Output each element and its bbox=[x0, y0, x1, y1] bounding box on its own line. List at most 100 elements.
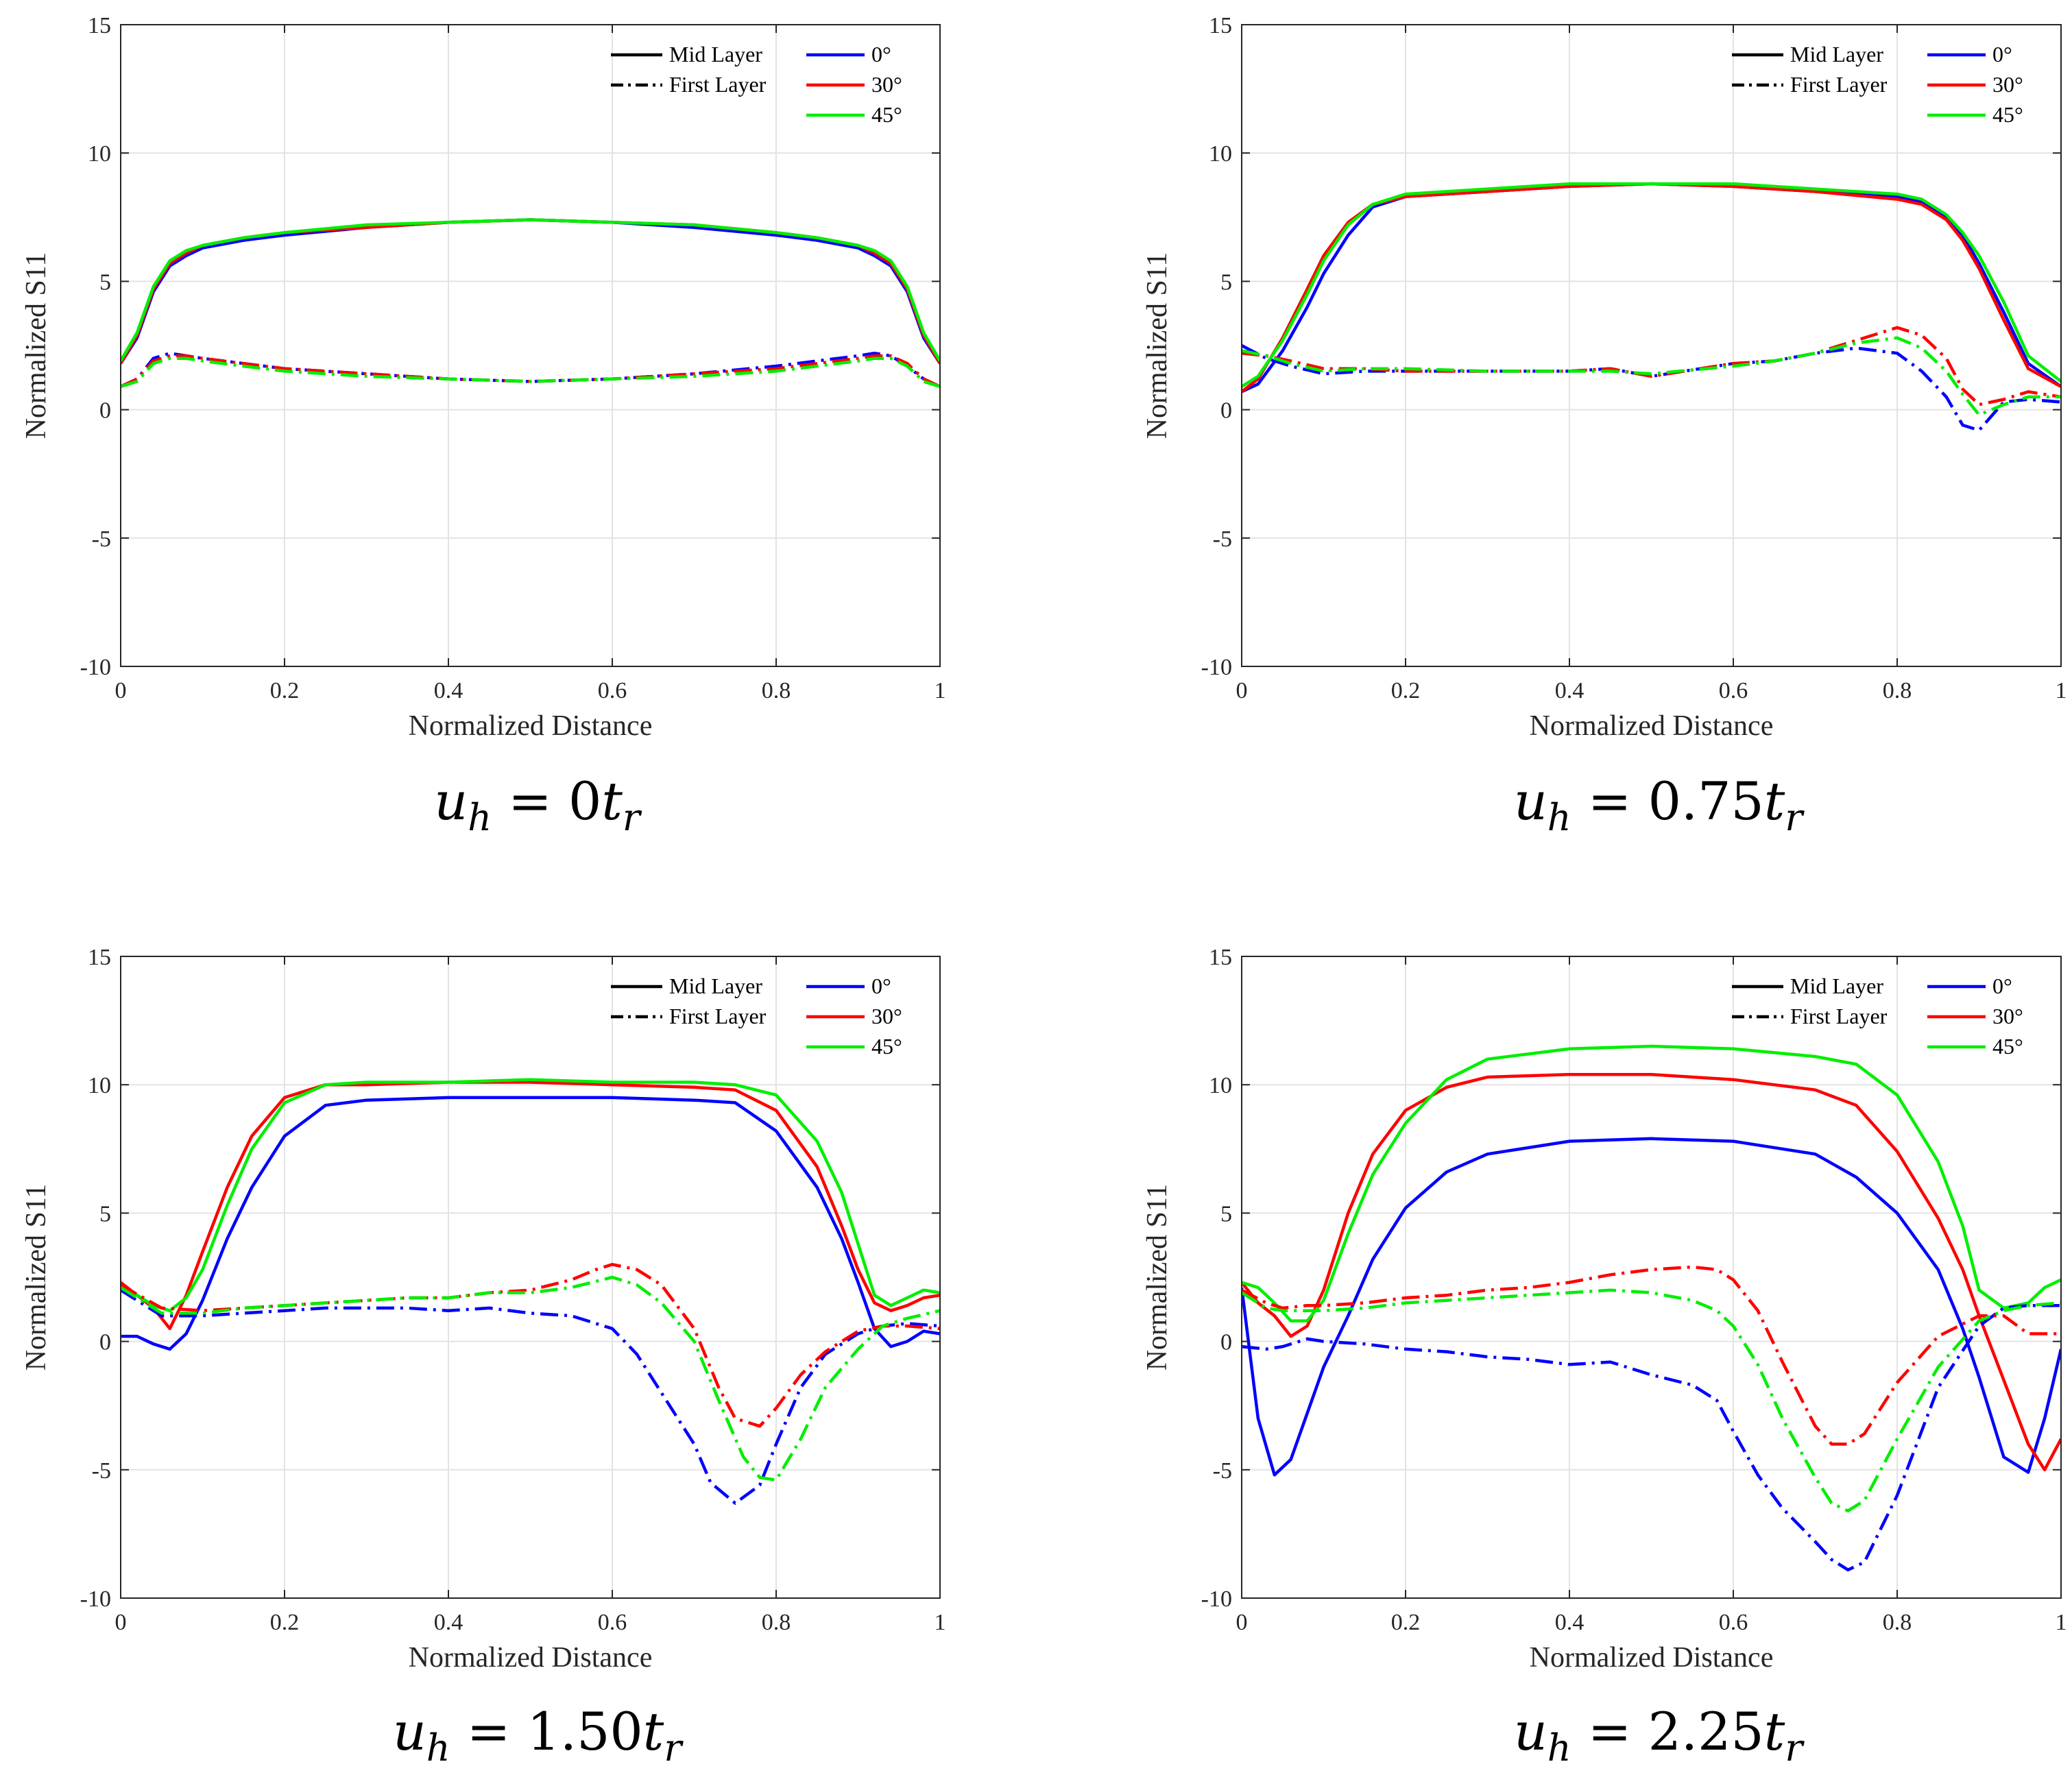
y-tick-label: 0 bbox=[1220, 1330, 1232, 1355]
caption-part: t bbox=[1764, 1701, 1785, 1762]
legend-label: 45° bbox=[1992, 1034, 2023, 1059]
x-tick-label: 0.2 bbox=[1391, 678, 1421, 703]
x-tick-label: 0.4 bbox=[434, 678, 463, 703]
y-tick-label: 15 bbox=[1209, 945, 1232, 970]
series-line-solid-green bbox=[1242, 182, 2061, 388]
caption-part: 0.75 bbox=[1648, 771, 1764, 832]
series-line-dashdot-red bbox=[121, 1263, 940, 1428]
y-tick-label: 10 bbox=[1209, 141, 1232, 167]
y-tick-label: -10 bbox=[80, 655, 111, 680]
caption-part: 2.25 bbox=[1648, 1701, 1764, 1762]
series-line-solid-red bbox=[1242, 1072, 2061, 1472]
y-tick-label: -5 bbox=[92, 527, 111, 552]
chart-panel-4: 0 0.2 0.4 0.6 0.8 1 -10 -5 0 5 10 15 Normalized Dist… bbox=[1142, 945, 2067, 1770]
legend-label: 45° bbox=[1992, 102, 2023, 127]
series-line-solid-green bbox=[121, 218, 940, 362]
y-tick-label: 10 bbox=[88, 141, 111, 167]
legend-label: First Layer bbox=[1790, 1004, 1888, 1028]
series-line-dashdot-green bbox=[121, 1275, 940, 1482]
legend-label: 30° bbox=[871, 1004, 902, 1028]
legend-label: Mid Layer bbox=[669, 974, 762, 998]
x-axis-label: Normalized Distance bbox=[409, 710, 653, 742]
y-tick-label: 15 bbox=[88, 13, 111, 38]
series-line-dashdot-green bbox=[1242, 1288, 2061, 1512]
series-line-dashdot-red bbox=[1242, 1265, 2061, 1446]
panel-caption: uh = 1.50tr bbox=[393, 1701, 684, 1770]
x-tick-label: 0 bbox=[1236, 678, 1248, 703]
legend-label: 30° bbox=[871, 72, 902, 97]
y-tick-label: 15 bbox=[1209, 13, 1232, 38]
x-tick-label: 0.8 bbox=[1883, 1610, 1912, 1635]
legend-label: First Layer bbox=[1790, 72, 1888, 97]
legend-label: Mid Layer bbox=[669, 42, 762, 67]
legend-label: 0° bbox=[1992, 974, 2012, 998]
caption-part: h bbox=[1547, 1726, 1571, 1770]
legend-label: 30° bbox=[1992, 72, 2023, 97]
caption-part: u bbox=[434, 771, 468, 832]
series-line-dashdot-blue bbox=[121, 1288, 940, 1505]
x-tick-label: 0.6 bbox=[598, 1610, 627, 1635]
y-axis-label: Normalized S11 bbox=[1142, 252, 1173, 439]
series-line-dashdot-blue bbox=[1242, 1303, 2061, 1572]
caption-part: = bbox=[450, 1701, 527, 1762]
series-group bbox=[1242, 1044, 2061, 1572]
x-tick-label: 1 bbox=[2056, 1610, 2067, 1635]
y-tick-label: 0 bbox=[99, 398, 111, 424]
panel-caption: uh = 0.75tr bbox=[1514, 771, 1805, 839]
caption-part: = bbox=[492, 771, 568, 832]
caption-part: t bbox=[643, 1701, 664, 1762]
legend-label: First Layer bbox=[669, 1004, 767, 1028]
caption-part: u bbox=[1514, 1701, 1547, 1762]
legend-label: 0° bbox=[871, 974, 891, 998]
x-tick-label: 0.6 bbox=[1719, 1610, 1748, 1635]
caption-part: = bbox=[1571, 1701, 1648, 1762]
y-tick-label: 5 bbox=[1220, 269, 1232, 295]
x-tick-label: 1 bbox=[935, 1610, 946, 1635]
x-tick-label: 0.2 bbox=[1391, 1610, 1421, 1635]
legend-label: Mid Layer bbox=[1790, 42, 1883, 67]
x-tick-label: 0.6 bbox=[1719, 678, 1748, 703]
caption-part: r bbox=[1785, 796, 1805, 839]
legend-label: 30° bbox=[1992, 1004, 2023, 1028]
x-tick-label: 0 bbox=[1236, 1610, 1248, 1635]
x-tick-label: 1 bbox=[935, 678, 946, 703]
panel-caption: uh = 0tr bbox=[434, 771, 642, 839]
y-axis-label: Normalized S11 bbox=[21, 252, 52, 439]
caption-part: r bbox=[1785, 1726, 1805, 1770]
axes-box bbox=[120, 956, 941, 1599]
caption-part: t bbox=[1764, 771, 1785, 832]
plot-area bbox=[1242, 25, 2061, 666]
x-tick-label: 0.2 bbox=[270, 678, 300, 703]
series-line-dashdot-green bbox=[1242, 336, 2061, 417]
y-tick-label: 10 bbox=[1209, 1073, 1232, 1098]
series-group bbox=[121, 218, 940, 389]
legend: Mid Layer First Layer 0° 30° 45° bbox=[611, 974, 902, 1059]
series-line-solid-blue bbox=[1242, 1137, 2061, 1477]
x-tick-label: 0 bbox=[115, 1610, 127, 1635]
y-tick-label: -5 bbox=[1213, 1458, 1232, 1484]
x-axis-label: Normalized Distance bbox=[1530, 710, 1774, 742]
y-tick-label: 5 bbox=[1220, 1201, 1232, 1227]
x-tick-label: 0.8 bbox=[762, 1610, 791, 1635]
chart-panel-1: 0 0.2 0.4 0.6 0.8 1 -10 -5 0 5 10 15 Normalized Dist… bbox=[21, 13, 946, 839]
legend: Mid Layer First Layer 0° 30° 45° bbox=[1732, 42, 2023, 127]
series-line-dashdot-blue bbox=[121, 351, 940, 388]
legend-label: First Layer bbox=[669, 72, 767, 97]
legend-label: Mid Layer bbox=[1790, 974, 1883, 998]
series-line-solid-green bbox=[1242, 1044, 2061, 1323]
y-tick-label: -10 bbox=[80, 1586, 111, 1612]
x-tick-label: 0.4 bbox=[1555, 678, 1585, 703]
caption-part: r bbox=[623, 796, 642, 839]
caption-part: h bbox=[426, 1726, 450, 1770]
y-tick-label: 0 bbox=[1220, 398, 1232, 424]
legend: Mid Layer First Layer 0° 30° 45° bbox=[1732, 974, 2023, 1059]
x-tick-label: 0.8 bbox=[762, 678, 791, 703]
series-line-dashdot-green bbox=[121, 357, 940, 389]
series-group bbox=[121, 1078, 940, 1505]
series-line-solid-green bbox=[121, 1078, 940, 1312]
y-tick-label: -5 bbox=[92, 1458, 111, 1484]
caption-part: r bbox=[664, 1726, 684, 1770]
x-tick-label: 0.4 bbox=[434, 1610, 463, 1635]
legend-label: 45° bbox=[871, 1034, 902, 1059]
